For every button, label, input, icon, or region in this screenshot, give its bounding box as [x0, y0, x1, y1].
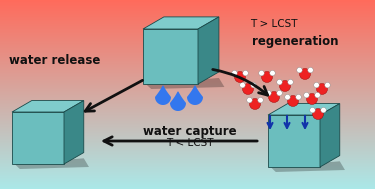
Polygon shape — [64, 101, 84, 164]
Circle shape — [277, 90, 282, 96]
Circle shape — [259, 70, 264, 76]
Polygon shape — [187, 85, 203, 105]
Circle shape — [312, 108, 324, 119]
Polygon shape — [271, 161, 345, 172]
Circle shape — [315, 92, 320, 98]
Circle shape — [310, 107, 315, 113]
Circle shape — [297, 67, 302, 73]
Polygon shape — [12, 101, 84, 112]
Circle shape — [288, 79, 293, 85]
Circle shape — [300, 68, 310, 80]
Polygon shape — [143, 17, 219, 29]
Circle shape — [243, 70, 248, 76]
Text: regeneration: regeneration — [252, 35, 338, 47]
Circle shape — [270, 70, 275, 76]
Circle shape — [258, 97, 263, 103]
Text: T < LCST: T < LCST — [166, 138, 214, 148]
Circle shape — [306, 94, 318, 105]
Circle shape — [268, 91, 279, 102]
Polygon shape — [320, 104, 340, 167]
Polygon shape — [155, 85, 171, 105]
Circle shape — [296, 94, 301, 100]
Circle shape — [277, 79, 282, 85]
Circle shape — [261, 71, 273, 83]
Circle shape — [234, 71, 246, 83]
Circle shape — [316, 84, 327, 94]
Text: T > LCST: T > LCST — [250, 19, 297, 29]
Polygon shape — [15, 158, 89, 169]
Circle shape — [321, 107, 326, 113]
Polygon shape — [12, 112, 64, 164]
Circle shape — [247, 97, 252, 103]
Circle shape — [251, 82, 256, 88]
Circle shape — [249, 98, 261, 109]
Circle shape — [285, 94, 290, 100]
Text: water release: water release — [9, 54, 101, 67]
Circle shape — [314, 82, 319, 88]
Polygon shape — [268, 104, 340, 115]
Polygon shape — [146, 78, 224, 89]
Circle shape — [308, 67, 313, 73]
Circle shape — [325, 82, 330, 88]
Circle shape — [304, 92, 309, 98]
Text: water capture: water capture — [143, 125, 237, 138]
Polygon shape — [170, 91, 186, 111]
Circle shape — [232, 70, 237, 76]
Circle shape — [266, 90, 271, 96]
Circle shape — [240, 82, 245, 88]
Polygon shape — [198, 17, 219, 84]
Polygon shape — [268, 115, 320, 167]
Circle shape — [279, 81, 291, 91]
Circle shape — [243, 84, 254, 94]
Circle shape — [288, 95, 298, 106]
Polygon shape — [143, 29, 198, 84]
